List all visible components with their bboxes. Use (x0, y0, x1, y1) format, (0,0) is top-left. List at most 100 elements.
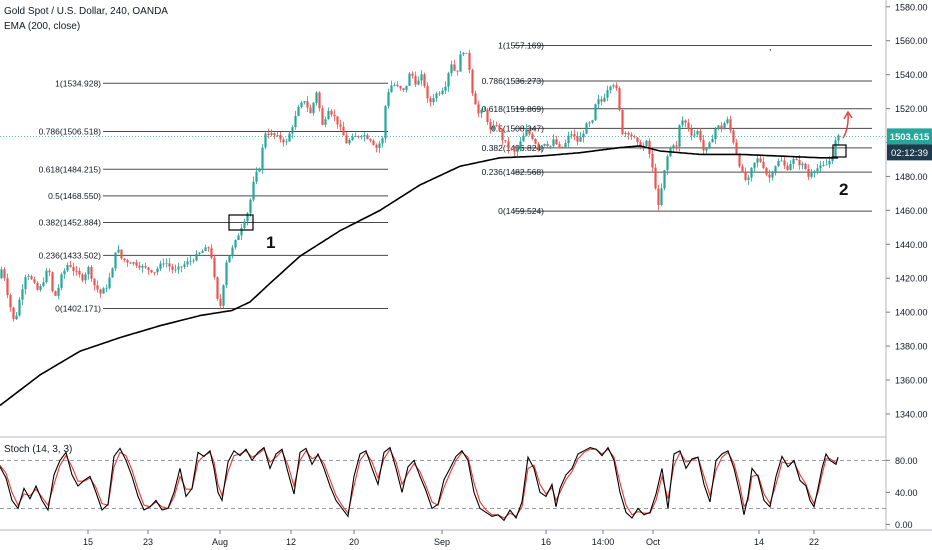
candle-body (351, 136, 354, 141)
candle-body (480, 109, 483, 114)
candle-body (381, 138, 384, 144)
candle-body (72, 266, 75, 272)
signal-box-1[interactable] (228, 214, 254, 231)
candle-body (276, 134, 279, 136)
fib-level-label: 0.5(1468.550) (48, 191, 101, 201)
candle-body (453, 64, 456, 71)
candle-body (90, 267, 93, 279)
candle-body (699, 130, 702, 140)
candle-body (738, 154, 741, 167)
candle-body (318, 92, 321, 109)
candle-body (261, 147, 264, 169)
candle-body (609, 86, 612, 91)
candle-body (651, 153, 654, 168)
candle-body (270, 133, 273, 135)
candle-body (771, 172, 774, 178)
candle-body (579, 137, 582, 142)
fibonacci-retracements[interactable]: 1(1534.928) 0.786(1506.518) 0.618(1484.215… (39, 41, 872, 314)
candle-body (492, 125, 495, 130)
candle-body (501, 130, 504, 141)
candle-body (312, 102, 315, 114)
candle-body (99, 289, 102, 294)
candle-body (42, 282, 45, 287)
candle-body (48, 270, 51, 273)
candle-body (648, 140, 651, 154)
candle-body (33, 279, 36, 283)
candle-body (462, 53, 465, 55)
candle-body (219, 298, 222, 306)
candle-body (375, 145, 378, 148)
candle-body (102, 288, 105, 294)
candle-body (684, 120, 687, 123)
candle-body (624, 132, 627, 134)
fib-level-label: 0.786(1506.518) (39, 126, 102, 136)
candle-body (213, 257, 216, 278)
price-tick-label: 1400.00 (895, 308, 928, 318)
candle-body (36, 282, 39, 290)
signal-box-2[interactable] (832, 144, 847, 158)
candle-body (81, 274, 84, 281)
candle-body (201, 250, 204, 253)
candle-body (828, 160, 831, 165)
candle-body (264, 133, 267, 148)
candle-body (546, 143, 549, 146)
candle-body (630, 134, 633, 137)
candle-body (126, 260, 129, 263)
fib-level-label: 0.5(1508.347) (491, 123, 544, 133)
candle-body (153, 272, 156, 274)
candle-body (447, 73, 450, 87)
candle-body (576, 136, 579, 142)
price-tick-label: 1380.00 (895, 342, 928, 352)
candle-body (594, 104, 597, 121)
candle-body (330, 110, 333, 115)
candle-body (471, 69, 474, 94)
candle-body (105, 288, 108, 290)
fib-level-label: 1(1534.928) (55, 78, 101, 88)
candle-body (567, 135, 570, 144)
signal-label-2: 2 (839, 180, 848, 199)
candle-body (186, 261, 189, 265)
candle-body (339, 124, 342, 127)
fib-level-label: 0.236(1482.568) (482, 167, 545, 177)
candle-body (3, 269, 6, 279)
candle-body (6, 278, 9, 296)
price-tick-label: 1440.00 (895, 240, 928, 250)
fib-level-label: 0.382(1452.884) (39, 217, 102, 227)
candle-body (726, 119, 729, 124)
last-price-badge[interactable] (887, 128, 932, 145)
candle-body (75, 271, 78, 272)
candle-body (618, 88, 621, 110)
candle-body (537, 143, 540, 150)
price-axis[interactable]: 1340.00 1360.00 1380.00 1400.00 1420.00 1440.… (0, 2, 932, 530)
candle-body (15, 315, 18, 320)
candle-body (30, 276, 33, 280)
stoch-tick-label: 0.00 (895, 520, 913, 530)
candle-body (681, 120, 684, 126)
candle-body (57, 287, 60, 296)
ema-200-path (0, 145, 838, 407)
candle-body (513, 148, 516, 152)
time-axis[interactable]: 15 23 Aug 12 20 Sep 16 14:00 Oct 14 22 (83, 530, 819, 547)
time-tick-label: 14 (754, 537, 764, 547)
candle-body (363, 135, 366, 137)
last-price-text: 1503.615 (890, 132, 930, 143)
candle-body (135, 262, 138, 266)
candle-body (156, 268, 159, 273)
candle-body (216, 277, 219, 299)
candle-body (654, 167, 657, 189)
candle-body (411, 73, 414, 76)
candle-body (336, 116, 339, 125)
candle-body (606, 90, 609, 98)
time-tick-label: 20 (349, 537, 359, 547)
candle-body (597, 99, 600, 105)
candle-body (534, 138, 537, 144)
stoch-legend: Stoch (14, 3, 3) (4, 444, 73, 455)
candle-body (372, 140, 375, 146)
candle-body (657, 188, 660, 206)
candle-body (393, 84, 396, 86)
time-tick-label: 14:00 (592, 537, 615, 547)
candle-body (324, 119, 327, 125)
candle-body (303, 101, 306, 103)
candle-body (741, 166, 744, 172)
